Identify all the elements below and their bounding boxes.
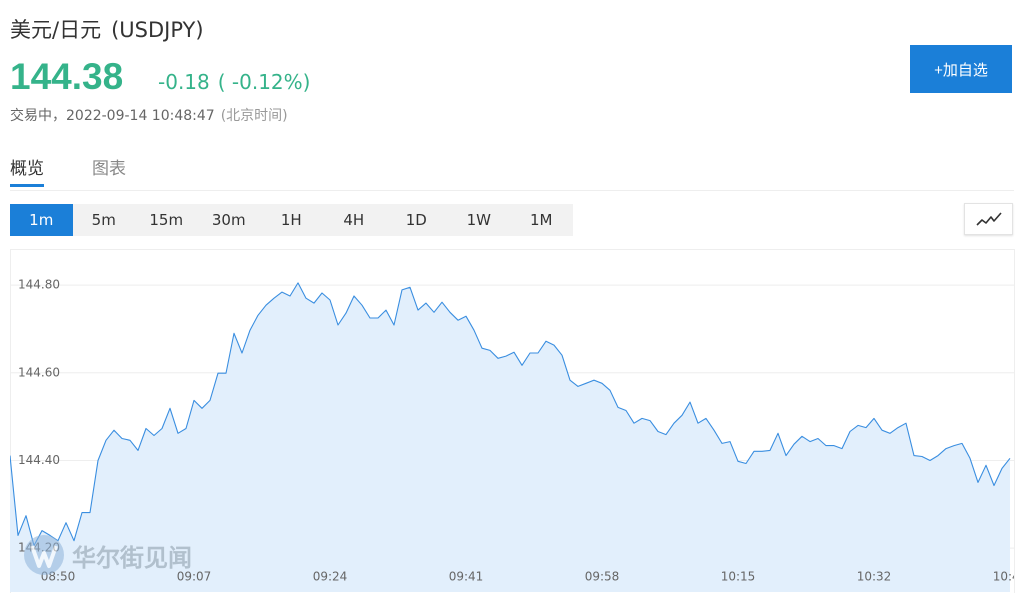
status: 交易中，2022-09-14 10:48:47 — [10, 108, 215, 124]
period-button[interactable]: 5m — [72, 204, 135, 236]
chart-frame — [10, 249, 1015, 593]
x-tick-label: 09:58 — [585, 570, 620, 584]
y-tick-label: 144.80 — [18, 278, 60, 292]
line — [10, 282, 1011, 547]
period-button[interactable]: 1H — [260, 204, 323, 236]
tab[interactable]: 概览 — [10, 154, 44, 187]
period-button[interactable]: 1W — [447, 204, 510, 236]
x-tick-label: 09:41 — [449, 570, 484, 584]
x-tick-label: 10:15 — [721, 570, 756, 584]
period-selector: 1m 5m 15m 30m 1H 4H 1D 1W 1M — [10, 204, 573, 236]
period-button[interactable]: 15m — [135, 204, 198, 236]
instrument-title: 美元/日元 (USDJPY) — [10, 14, 204, 44]
timezone: (北京时间) — [220, 108, 288, 124]
y-tick-label: 144.60 — [18, 365, 60, 379]
area — [10, 282, 1010, 592]
y-tick-label: 144.40 — [18, 453, 60, 467]
add-watchlist-button[interactable]: +加自选 — [910, 45, 1012, 93]
status-line: 交易中，2022-09-14 10:48:47 (北京时间) — [10, 105, 288, 125]
period-button[interactable]: 30m — [197, 204, 260, 236]
instrument-name: 美元/日元 — [10, 18, 102, 42]
x-tick-label: 10:32 — [857, 570, 892, 584]
x-tick-label: 10:49 — [993, 570, 1014, 584]
change: -0.18 — [158, 70, 210, 94]
period-button[interactable]: 4H — [322, 204, 385, 236]
chart-type-button[interactable] — [964, 203, 1013, 235]
watermark-logo — [24, 535, 64, 575]
chart-type-icon — [976, 212, 1002, 226]
instrument-code: (USDJPY) — [111, 18, 204, 42]
chart: 144.20144.40144.60144.8008:5009:0709:240… — [10, 278, 1014, 592]
period-button[interactable]: 1m — [10, 204, 73, 236]
watermark-text: 华尔街见闻 — [72, 542, 192, 572]
price: 144.38 — [10, 56, 124, 97]
period-button[interactable]: 1D — [385, 204, 448, 236]
tabs: 概览 图表 — [10, 150, 1014, 191]
price-change: -0.18 ( -0.12%) — [158, 70, 310, 94]
change-percent: ( -0.12%) — [217, 70, 311, 94]
tab[interactable]: 图表 — [92, 159, 126, 179]
x-tick-label: 09:07 — [177, 570, 212, 584]
period-button[interactable]: 1M — [510, 204, 573, 236]
x-tick-label: 09:24 — [313, 570, 348, 584]
watermark: 华尔街见闻 — [22, 533, 192, 577]
